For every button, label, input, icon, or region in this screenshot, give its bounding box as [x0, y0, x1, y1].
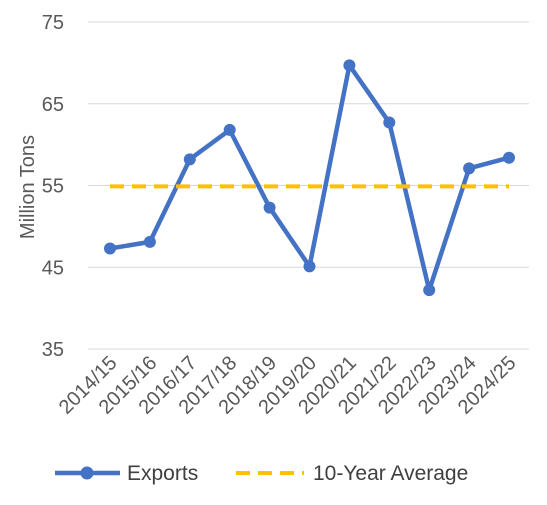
y-tick-label: 45	[42, 257, 64, 279]
exports-point	[423, 284, 436, 297]
y-axis-title: Million Tons	[17, 135, 39, 239]
exports-point	[143, 235, 156, 248]
exports-point	[223, 123, 236, 136]
exports-line	[107, 63, 512, 293]
exports-point	[463, 162, 476, 175]
legend-label-exports: Exports	[127, 462, 198, 485]
exports-point	[104, 242, 116, 255]
legend-swatch-exports-marker	[80, 466, 94, 480]
y-tick-label: 75	[42, 12, 64, 34]
legend-item-average: 10-Year Average	[236, 462, 468, 485]
exports-point	[383, 116, 396, 129]
exports-point	[263, 201, 276, 214]
series-exports	[104, 59, 515, 297]
y-tick-label: 65	[42, 94, 64, 116]
y-tick-label: 35	[42, 339, 64, 361]
exports-point	[183, 153, 196, 166]
legend-label-average: 10-Year Average	[313, 462, 468, 485]
exports-point	[303, 260, 316, 273]
legend: Exports 10-Year Average	[55, 462, 468, 485]
exports-point	[343, 59, 356, 72]
series-layer	[104, 59, 515, 297]
x-axis-tick-labels: 2014/152015/162016/172017/182018/192019/…	[55, 352, 521, 419]
exports-point	[503, 151, 515, 164]
legend-item-exports: Exports	[55, 462, 198, 485]
y-tick-label: 55	[42, 176, 64, 198]
y-axis-tick-labels: 35 45 55 65 75	[42, 12, 64, 361]
